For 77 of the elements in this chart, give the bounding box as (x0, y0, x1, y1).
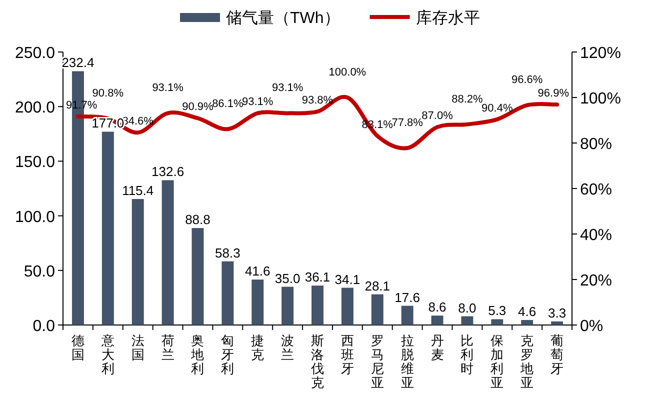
bar (132, 198, 144, 325)
bar (252, 280, 264, 325)
bar (551, 321, 564, 325)
data-label: 3.3 (548, 305, 566, 320)
data-label: 5.3 (488, 303, 506, 318)
bar (491, 319, 504, 325)
data-label: 8.0 (458, 300, 476, 316)
y-tick-label: 50.0 (24, 263, 56, 280)
data-label: 58.3 (215, 245, 240, 260)
data-label: 93.1% (152, 82, 184, 94)
bar (162, 180, 174, 325)
legend-label: 储气量（TWh） (226, 10, 340, 27)
y2-tick-label: 80% (580, 136, 612, 153)
data-label: 90.9% (182, 101, 214, 114)
y2-tick-label: 60% (580, 182, 612, 198)
data-label: 88.8 (185, 212, 210, 228)
bar (222, 261, 234, 325)
x-tick-label: 斯洛伐克 (311, 333, 324, 390)
x-tick-label: 比利时 (460, 333, 474, 376)
bar (282, 286, 294, 325)
data-label: 86.1% (212, 98, 244, 110)
y-tick-label: 100.0 (14, 208, 56, 226)
bar (371, 294, 384, 325)
x-tick-label: 匈牙利 (221, 333, 234, 376)
x-tick-label: 罗马尼亚 (370, 333, 384, 390)
legend-label: 库存水平 (416, 9, 480, 27)
data-label: 96.6% (511, 74, 543, 86)
data-label: 96.9% (538, 88, 570, 100)
data-label: 87.0% (422, 110, 454, 122)
data-label: 41.6 (244, 264, 270, 279)
bar (312, 286, 324, 325)
data-label: 28.1 (364, 278, 390, 294)
x-tick-label: 意大利 (100, 333, 114, 376)
x-tick-label: 波兰 (281, 333, 294, 362)
bar (431, 316, 444, 325)
bar (461, 316, 474, 325)
data-label: 4.6 (518, 304, 536, 319)
y2-tick-label: 120% (580, 45, 621, 62)
x-tick-label: 法国 (131, 333, 144, 362)
data-label: 100.0% (328, 66, 366, 78)
data-label: 8.6 (428, 300, 446, 315)
bar (102, 132, 114, 325)
data-label: 77.8% (392, 117, 424, 130)
y2-tick-label: 0% (580, 318, 604, 335)
x-tick-label: 荷兰 (161, 333, 174, 362)
x-tick-label: 丹麦 (430, 333, 444, 362)
x-tick-label: 拉脱维亚 (400, 333, 414, 390)
y-tick-label: 250.0 (14, 45, 56, 62)
data-label: 90.8% (92, 87, 124, 100)
data-label: 35.0 (274, 270, 300, 286)
data-label: 132.6 (152, 164, 184, 180)
bar (341, 288, 354, 325)
data-label: 34.1 (334, 272, 360, 287)
x-tick-label: 德国 (71, 333, 84, 362)
x-tick-label: 捷克 (251, 333, 264, 362)
y-tick-label: 150.0 (14, 154, 56, 172)
data-label: 93.1% (242, 96, 274, 108)
bar (401, 306, 414, 325)
data-label: 93.1% (272, 82, 304, 94)
data-label: 36.1 (304, 270, 330, 285)
x-tick-label: 保加利亚 (490, 333, 504, 390)
x-tick-label: 西班牙 (340, 333, 354, 376)
data-label: 17.6 (394, 290, 420, 305)
x-tick-label: 奥地利 (190, 333, 204, 376)
y2-tick-label: 100% (580, 90, 621, 108)
y-tick-label: 200.0 (14, 100, 56, 117)
y2-tick-label: 40% (580, 227, 612, 244)
y-tick-label: 0.0 (32, 318, 56, 335)
data-label: 90.4% (482, 102, 513, 114)
data-label: 115.4 (122, 182, 154, 198)
bar (521, 320, 534, 325)
bar (192, 228, 204, 325)
x-tick-label: 克罗地亚 (520, 333, 534, 390)
x-tick-label: 葡萄牙 (550, 333, 564, 376)
data-label: 93.8% (302, 94, 334, 107)
y2-tick-label: 20% (580, 272, 612, 290)
data-label: 88.2% (452, 93, 484, 106)
